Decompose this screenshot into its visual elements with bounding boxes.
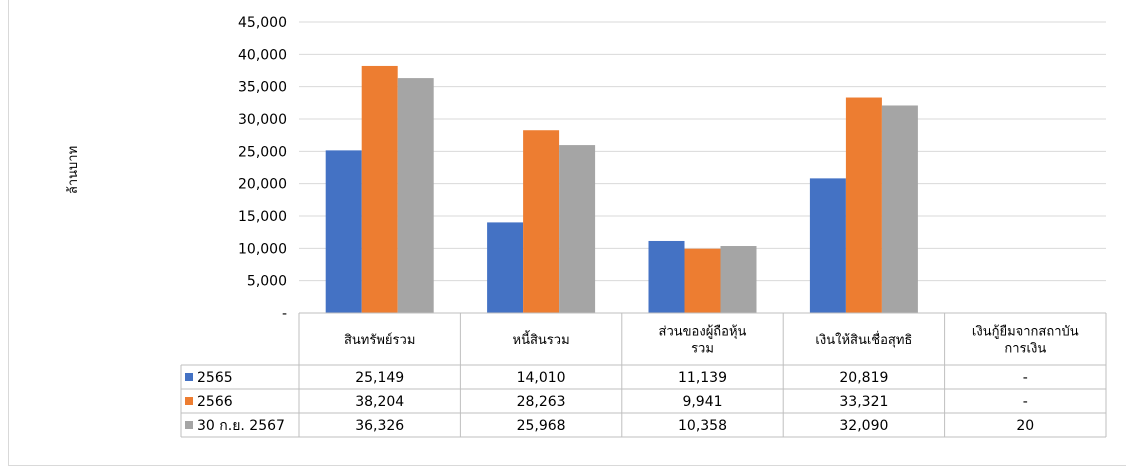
table-value: 33,321: [839, 394, 888, 410]
bar-30-ก.ย.-2567: [398, 78, 434, 313]
legend-label: 30 ก.ย. 2567: [197, 418, 285, 434]
bar-2566: [846, 98, 882, 313]
table-value: 36,326: [355, 418, 404, 434]
y-tick-label: 5,000: [247, 274, 287, 290]
table-value: 9,941: [682, 394, 722, 410]
table-value: 32,090: [839, 418, 888, 434]
table-value: 10,358: [678, 418, 727, 434]
bar-2566: [685, 249, 721, 313]
table-value: 14,010: [517, 370, 566, 386]
y-tick-label: 45,000: [238, 15, 287, 31]
category-label: สินทรัพย์รวม: [344, 332, 415, 348]
chart-frame: - 5,000 10,000 15,000 20,000 25,000 30,000 35,0…: [8, 0, 1126, 466]
table-value: 25,968: [517, 418, 566, 434]
category-label: เงินให้สินเชื่อสุทธิ: [815, 331, 912, 348]
bar-2565: [810, 178, 846, 313]
bar-chart: - 5,000 10,000 15,000 20,000 25,000 30,000 35,0…: [9, 0, 1127, 466]
category-label: เงินกู้ยืมจากสถาบัน: [972, 324, 1079, 340]
bar-2566: [523, 130, 559, 313]
legend-key: [185, 373, 193, 381]
bar-30-ก.ย.-2567: [721, 246, 757, 313]
y-tick-label: 30,000: [238, 112, 287, 128]
bar-2565: [487, 222, 523, 313]
y-tick-label: 15,000: [238, 209, 287, 225]
table-value: -: [1023, 394, 1028, 410]
table-value: 38,204: [355, 394, 404, 410]
legend-key: [185, 397, 193, 405]
table-value: 11,139: [678, 370, 727, 386]
table-value: 25,149: [355, 370, 404, 386]
legend-label: 2565: [197, 370, 233, 386]
category-label: หนี้สินรวม: [513, 330, 570, 348]
category-label: รวม: [691, 342, 714, 357]
y-tick-label: 20,000: [238, 177, 287, 193]
y-tick-label: -: [282, 306, 287, 322]
bar-2565: [326, 150, 362, 313]
y-tick-label: 25,000: [238, 144, 287, 160]
legend-label: 2566: [197, 394, 233, 410]
table-value: 20,819: [839, 370, 888, 386]
bar-2565: [649, 241, 685, 313]
category-label: ส่วนของผู้ถือหุ้น: [659, 324, 747, 340]
table-value: 20: [1016, 418, 1034, 434]
table-value: -: [1023, 370, 1028, 386]
bar-30-ก.ย.-2567: [559, 145, 595, 313]
bar-2566: [362, 66, 398, 313]
legend-key: [185, 421, 193, 429]
table-value: 28,263: [517, 394, 566, 410]
y-axis-title: ล้านบาท: [66, 146, 81, 194]
y-tick-label: 35,000: [238, 80, 287, 96]
category-label: การเงิน: [1004, 342, 1046, 357]
bar-30-ก.ย.-2567: [882, 105, 918, 313]
y-tick-label: 40,000: [238, 47, 287, 63]
y-tick-label: 10,000: [238, 241, 287, 257]
